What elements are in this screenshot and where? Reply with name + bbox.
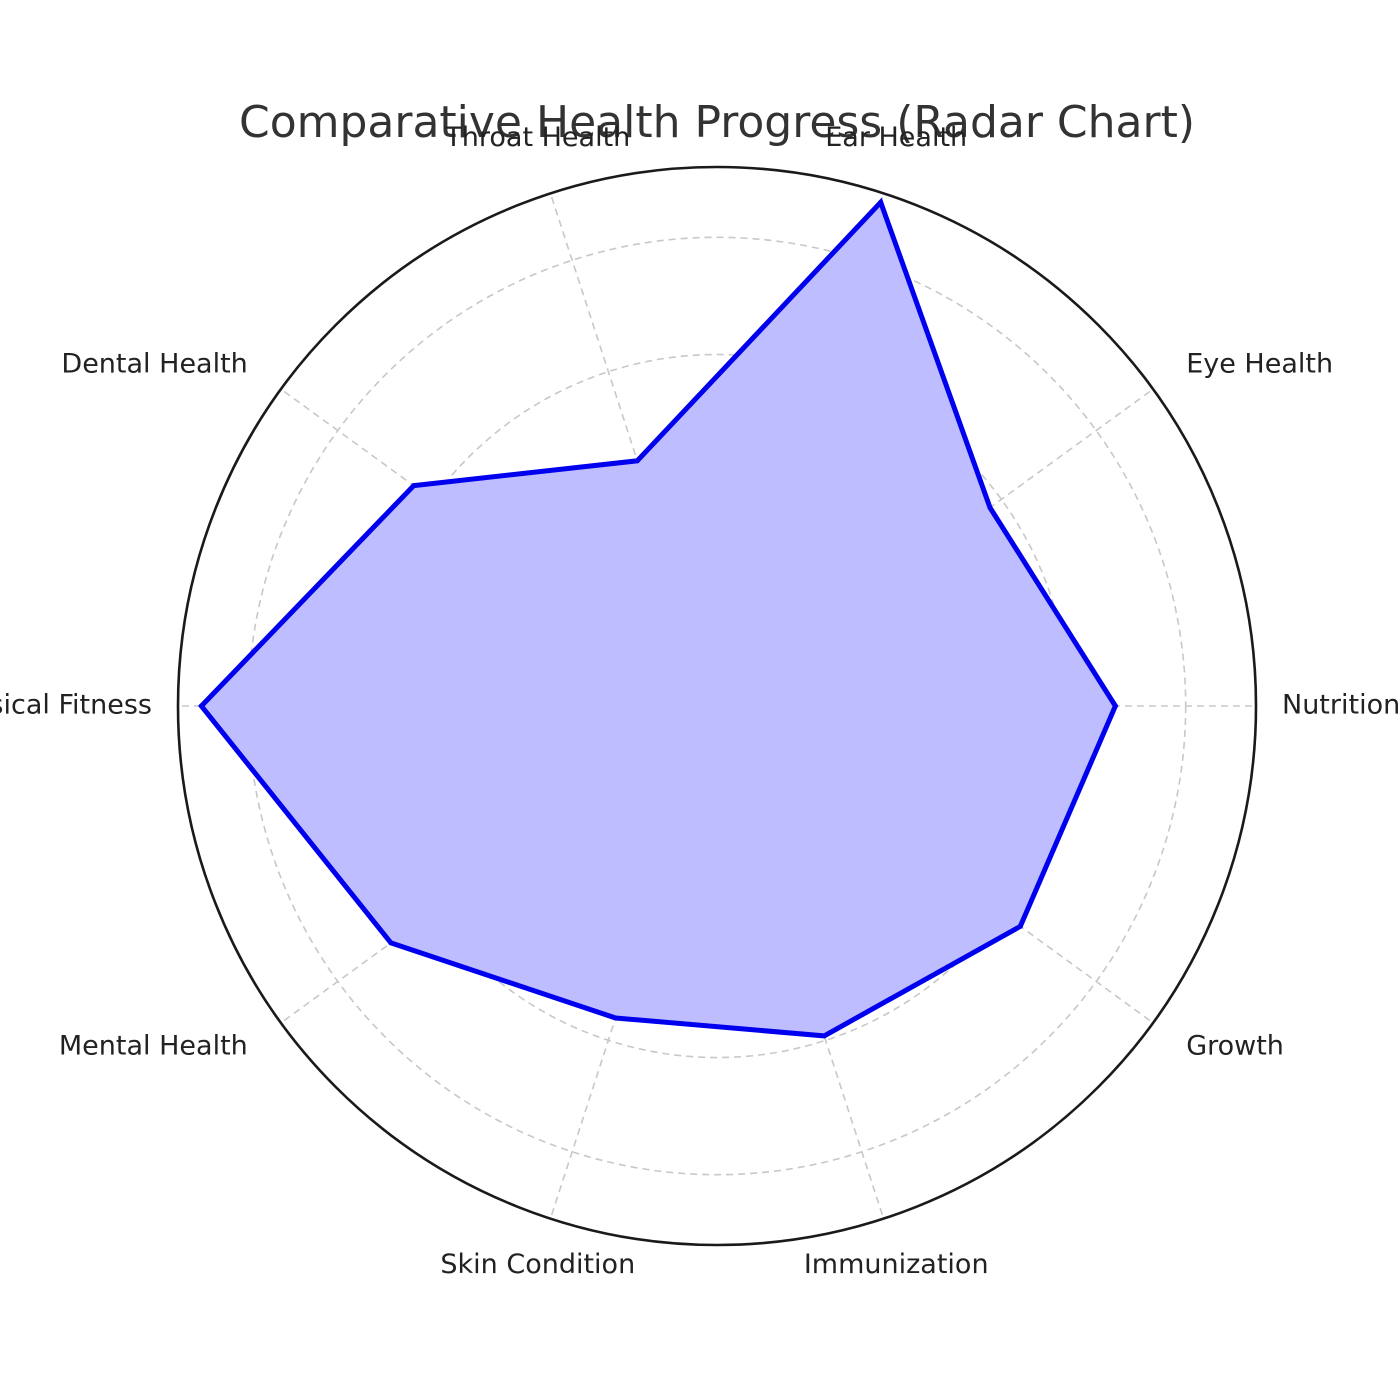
data-point: [1112, 703, 1118, 709]
axis-label: Ear Health: [825, 122, 967, 153]
data-layer: [198, 197, 1119, 1039]
axis-label: Immunization: [804, 1249, 989, 1280]
axis-label: Dental Health: [61, 349, 247, 380]
outer-ring: [176, 165, 1258, 1247]
data-point: [198, 703, 204, 709]
data-point: [388, 940, 394, 946]
data-point: [987, 505, 993, 511]
axis-label: Growth: [1186, 1030, 1284, 1061]
chart-title: Comparative Health Progress (Radar Chart…: [239, 97, 1195, 148]
data-point: [613, 1015, 619, 1021]
axis-label: Skin Condition: [440, 1249, 635, 1280]
axis-label: Throat Health: [444, 122, 630, 153]
data-point: [634, 458, 640, 464]
data-point: [878, 199, 884, 205]
data-point: [1017, 923, 1023, 929]
axis-label: Eye Health: [1186, 349, 1333, 380]
series-polygon: [198, 197, 1119, 1039]
axis-label: Mental Health: [59, 1030, 248, 1061]
axis-label-layer: Nutrition Eye Health Ear Health Throat Heal…: [0, 122, 1400, 1280]
axis-label: Physical Fitness: [0, 690, 152, 721]
data-point: [411, 483, 417, 489]
data-point: [821, 1033, 827, 1039]
axis-label: Nutrition: [1282, 690, 1400, 721]
